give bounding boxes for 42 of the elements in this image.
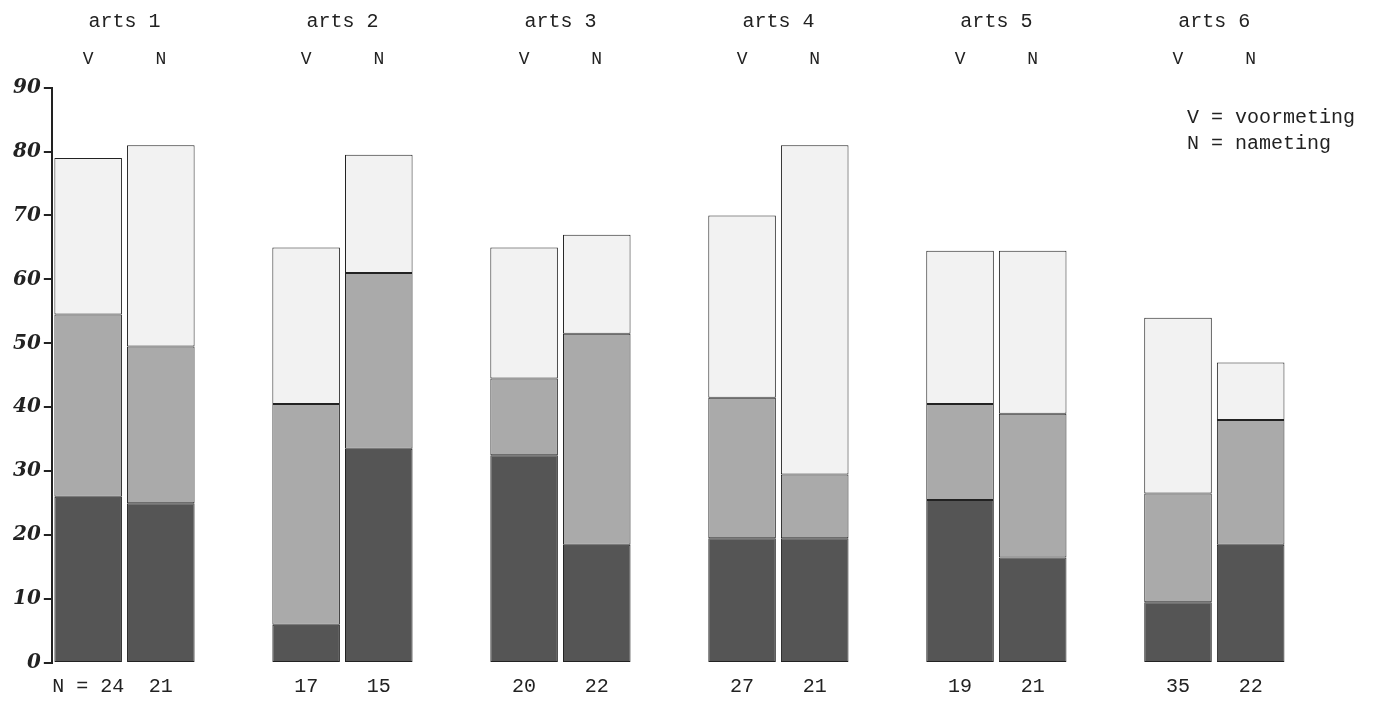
x-tick-label: N (591, 48, 603, 69)
text: 22 (584, 675, 609, 699)
y-tick-label: 10 (12, 585, 41, 610)
x-tick-label: V (300, 48, 312, 69)
x-tick-label: N (155, 48, 167, 69)
text: arts 3 (524, 10, 597, 34)
annotation: V = voormeting (1187, 106, 1356, 130)
y-tick-label: 40 (12, 393, 41, 418)
x-tick-label: N (1027, 48, 1039, 69)
text: arts 2 (306, 10, 379, 34)
text: 27 (730, 675, 755, 699)
text: 21 (1020, 675, 1045, 699)
y-tick-label: 60 (12, 265, 41, 290)
text: arts 4 (742, 10, 815, 34)
text: 19 (948, 675, 973, 699)
text: 35 (1166, 675, 1191, 699)
text: arts 6 (1178, 10, 1251, 34)
text: N = 24 (52, 675, 125, 699)
text: 17 (294, 675, 319, 699)
y-tick-label: 30 (12, 457, 41, 482)
y-tick-label: 70 (12, 201, 41, 226)
y-tick-label: 50 (12, 329, 41, 354)
text: 21 (148, 675, 173, 699)
text: 15 (366, 675, 391, 699)
x-tick-label: V (736, 48, 748, 69)
y-tick-label: 90 (12, 73, 41, 98)
text: 21 (802, 675, 827, 699)
x-tick-label: V (1172, 48, 1184, 69)
text: arts 5 (960, 10, 1033, 34)
annotation: N = nameting (1187, 132, 1332, 156)
y-tick-label: 0 (26, 649, 41, 674)
x-tick-label: N (1245, 48, 1257, 69)
y-tick-label: 20 (11, 521, 41, 546)
text: arts 1 (88, 10, 161, 34)
x-tick-label: V (954, 48, 966, 69)
x-tick-label: V (518, 48, 530, 69)
text: 20 (512, 675, 537, 699)
x-tick-label: N (809, 48, 821, 69)
x-tick-label: N (373, 48, 385, 69)
y-tick-label: 80 (11, 137, 41, 162)
x-tick-label: V (82, 48, 94, 69)
text: 22 (1238, 675, 1263, 699)
